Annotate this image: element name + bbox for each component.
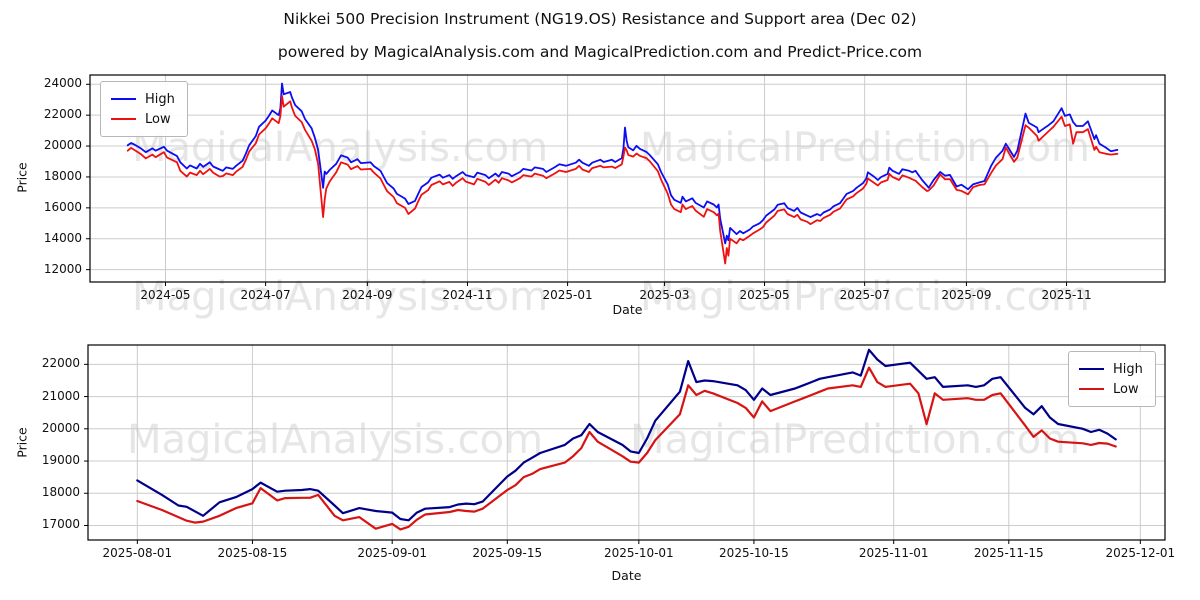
x-tick-label: 2025-11 — [1041, 288, 1092, 302]
y-tick-label: 18000 — [41, 485, 80, 500]
y-tick-label: 16000 — [43, 199, 82, 214]
legend-item-high: High — [1079, 359, 1143, 379]
x-tick-label: 2025-11-01 — [858, 546, 929, 560]
plot-frame — [89, 74, 1166, 283]
y-tick-label: 12000 — [43, 261, 82, 276]
legend-bottom-chart: High Low — [1068, 351, 1156, 407]
watermark-prediction: MagicalPrediction.com — [630, 417, 1080, 463]
x-tick-label: 2025-09-15 — [472, 546, 543, 560]
x-tick-label: 2025-01 — [542, 288, 593, 302]
y-tick-label: 14000 — [43, 230, 82, 245]
x-tick-label: 2024-07 — [240, 288, 291, 302]
x-tick-label: 2025-08-01 — [102, 546, 173, 560]
y-tick-label: 22000 — [41, 356, 80, 371]
y-tick-label: 22000 — [43, 107, 82, 122]
low-line — [136, 366, 1117, 531]
plot-frame — [87, 344, 1166, 541]
y-tick-label: 24000 — [43, 76, 82, 91]
high-line-swatch — [111, 98, 136, 100]
x-axis-label-top: Date — [612, 302, 643, 317]
legend-item-low: Low — [1079, 379, 1143, 399]
legend-label-low: Low — [145, 111, 171, 127]
y-tick-label: 17000 — [41, 517, 80, 532]
high-line — [126, 82, 1119, 245]
low-line — [126, 95, 1119, 265]
chart-title: Nikkei 500 Precision Instrument (NG19.OS… — [283, 10, 917, 28]
high-line-swatch — [1079, 368, 1104, 370]
y-tick-label: 18000 — [43, 168, 82, 183]
x-tick-label: 2025-07 — [839, 288, 890, 302]
legend-top-chart: High Low — [100, 81, 188, 137]
x-tick-label: 2025-10-15 — [719, 546, 789, 560]
legend-label-high: High — [1113, 361, 1143, 377]
x-tick-label: 2024-05 — [140, 288, 191, 302]
legend-label-low: Low — [1113, 381, 1139, 397]
high-line — [136, 348, 1117, 522]
chart-subtitle: powered by MagicalAnalysis.com and Magic… — [277, 43, 923, 61]
x-tick-label: 2025-12-01 — [1105, 546, 1176, 560]
y-tick-label: 19000 — [41, 453, 80, 468]
x-tick-label: 2025-03 — [639, 288, 690, 302]
x-axis-label-bottom: Date — [611, 568, 642, 583]
x-tick-label: 2025-08-15 — [217, 546, 288, 560]
legend-item-low: Low — [111, 109, 175, 129]
watermark-analysis: MagicalAnalysis.com — [126, 417, 544, 463]
x-tick-label: 2025-10-01 — [603, 546, 674, 560]
x-tick-label: 2024-09 — [342, 288, 393, 302]
x-tick-label: 2025-09-01 — [357, 546, 428, 560]
x-tick-label: 2025-11-15 — [973, 546, 1044, 560]
legend-item-high: High — [111, 89, 175, 109]
x-tick-label: 2025-05 — [739, 288, 790, 302]
y-tick-label: 20000 — [43, 138, 82, 153]
low-line-swatch — [111, 118, 136, 120]
legend-label-high: High — [145, 91, 175, 107]
x-tick-label: 2025-09 — [941, 288, 992, 302]
y-tick-label: 20000 — [41, 420, 80, 435]
x-tick-label: 2024-11 — [442, 288, 493, 302]
low-line-swatch — [1079, 388, 1104, 390]
y-tick-label: 21000 — [41, 388, 80, 403]
